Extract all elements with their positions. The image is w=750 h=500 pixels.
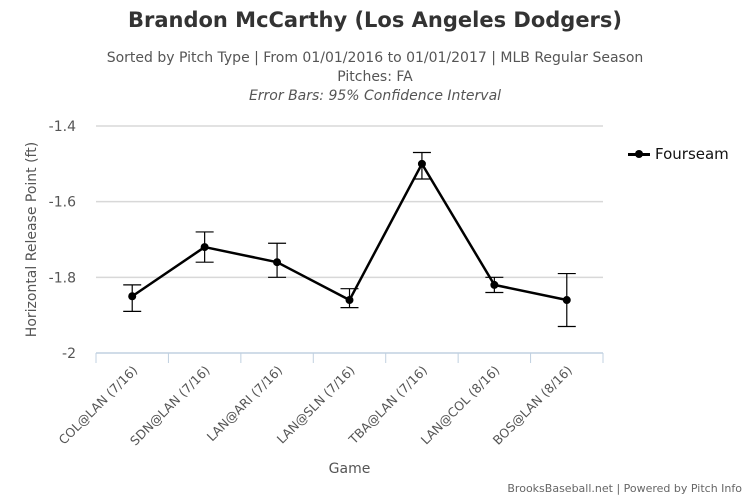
y-axis-title: Horizontal Release Point (ft) — [24, 142, 40, 337]
data-point — [490, 280, 499, 289]
x-tick-label: LAN@COL (8/16) — [418, 363, 503, 448]
x-tick-label: LAN@SLN (7/16) — [274, 363, 358, 447]
legend-label: Fourseam — [655, 145, 729, 163]
x-tick-label: TBA@LAN (7/16) — [345, 363, 430, 448]
data-point — [273, 258, 282, 267]
y-tick-label: -2 — [62, 346, 76, 362]
data-point — [128, 292, 137, 301]
credits[interactable]: BrooksBaseball.net | Powered by Pitch In… — [507, 482, 742, 495]
chart-title: Brandon McCarthy (Los Angeles Dodgers) — [127, 8, 623, 32]
x-axis-title: Game — [329, 461, 371, 477]
x-tick-label: COL@LAN (7/16) — [55, 363, 140, 448]
x-tick-label: SDN@LAN (7/16) — [127, 363, 213, 449]
chart-error-note: Error Bars: 95% Confidence Interval — [248, 88, 502, 104]
data-point — [345, 296, 354, 305]
legend-item-fourseam[interactable]: Fourseam — [628, 145, 729, 163]
chart-subtitle: Sorted by Pitch Type | From 01/01/2016 t… — [106, 50, 644, 66]
data-point — [562, 296, 571, 305]
chart-pitches: Pitches: FA — [337, 69, 413, 85]
legend-line-marker-icon — [628, 148, 650, 160]
x-tick-label: BOS@LAN (8/16) — [490, 363, 575, 448]
data-point — [417, 159, 426, 168]
y-tick-label: -1.4 — [49, 119, 76, 135]
data-point — [200, 243, 209, 252]
x-tick-label: LAN@ARI (7/16) — [204, 363, 286, 445]
y-tick-label: -1.8 — [49, 270, 76, 286]
y-tick-label: -1.6 — [49, 195, 76, 211]
